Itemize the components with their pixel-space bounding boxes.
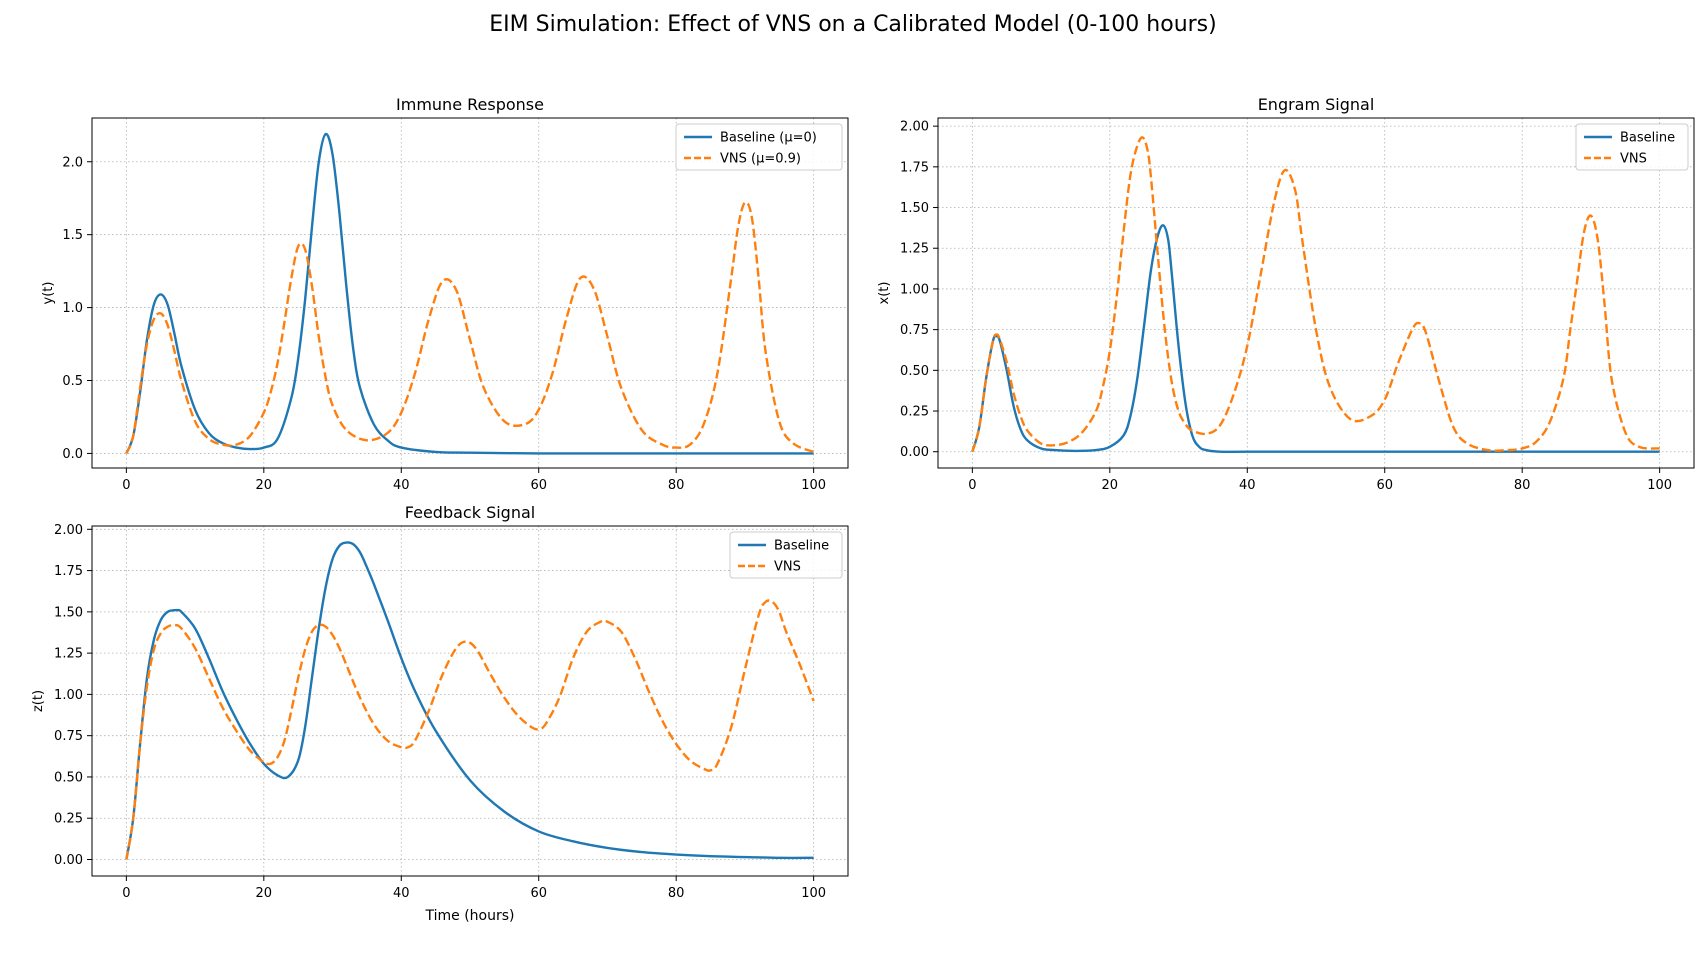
y-axis-label: y(t): [41, 282, 56, 305]
y-tick-label: 0.25: [900, 405, 929, 420]
figure-title: EIM Simulation: Effect of VNS on a Calib…: [489, 12, 1217, 37]
y-tick-label: 0.75: [900, 323, 929, 338]
legend-label: Baseline: [1620, 131, 1675, 146]
chart-immune: 0 20 40 60 80 100 0.0 0.5 1.0 1.5 2.0 Immune Respon…: [41, 95, 849, 493]
y-axis-label: x(t): [877, 282, 892, 305]
x-tick-label: 60: [1376, 478, 1393, 493]
plot-frame: [91, 525, 849, 877]
y-tick-label: 1.50: [900, 201, 929, 216]
x-tick-label: 80: [668, 478, 685, 493]
legend: Baseline VNS: [729, 531, 843, 579]
y-tick-label: 2.0: [62, 155, 83, 170]
series-line-baseline: [971, 224, 1660, 454]
plot-frame: [937, 117, 1695, 469]
x-axis-label: Time (hours): [425, 908, 515, 924]
chart-title: Feedback Signal: [405, 503, 535, 522]
chart-title: Immune Response: [396, 95, 544, 114]
chart-title: Engram Signal: [1258, 95, 1375, 114]
legend: Baseline VNS: [1575, 123, 1689, 171]
x-tick-label: 40: [393, 478, 410, 493]
x-tick-label: 20: [256, 478, 273, 493]
y-tick-label: 1.75: [900, 160, 929, 175]
chart-engram: 0 20 40 60 80 100 0.00 0.25 0.50 0.75 1.00 1.25 1.50…: [877, 95, 1695, 493]
y-tick-label: 2.00: [900, 120, 929, 135]
series-line-baseline: [125, 132, 814, 455]
x-tick-label: 100: [801, 886, 826, 901]
legend-box: [675, 123, 843, 171]
series-line-vns: [125, 599, 815, 860]
legend-label: Baseline: [774, 539, 829, 554]
x-tick-label: 40: [1239, 478, 1256, 493]
y-tick-label: 1.0: [62, 301, 83, 316]
y-tick-label: 1.50: [54, 605, 83, 620]
legend-label: VNS: [1620, 152, 1647, 167]
y-tick-label: 0.50: [900, 364, 929, 379]
y-tick-label: 1.75: [54, 564, 83, 579]
x-tick-label: 100: [801, 478, 826, 493]
y-tick-label: 1.5: [62, 228, 83, 243]
y-tick-label: 0.00: [900, 445, 929, 460]
x-tick-label: 40: [393, 886, 410, 901]
y-tick-label: 1.25: [900, 242, 929, 257]
legend-label: Baseline (μ=0): [720, 131, 817, 146]
series-line-vns: [971, 136, 1660, 453]
y-tick-label: 0.25: [54, 812, 83, 827]
series-line-baseline: [125, 541, 814, 860]
series-line-vns: [125, 201, 815, 454]
y-tick-label: 0.50: [54, 770, 83, 785]
y-tick-label: 2.00: [54, 523, 83, 538]
x-tick-label: 0: [122, 478, 130, 493]
y-tick-label: 0.0: [62, 447, 83, 462]
legend-label: VNS (μ=0.9): [720, 152, 801, 167]
plot-frame: [91, 117, 849, 469]
y-tick-label: 0.00: [54, 853, 83, 868]
y-tick-label: 1.25: [54, 647, 83, 662]
x-tick-label: 80: [1514, 478, 1531, 493]
x-tick-label: 100: [1647, 478, 1672, 493]
chart-feedback: 0 20 40 60 80 100 0.00 0.25 0.50 0.75 1.00 1.25 1.50…: [31, 503, 849, 924]
x-tick-label: 0: [122, 886, 130, 901]
x-tick-label: 60: [530, 478, 547, 493]
y-axis-label: z(t): [31, 690, 46, 712]
legend-label: VNS: [774, 560, 801, 575]
x-tick-label: 20: [256, 886, 273, 901]
x-tick-label: 20: [1102, 478, 1119, 493]
x-tick-label: 60: [530, 886, 547, 901]
y-tick-label: 1.00: [54, 688, 83, 703]
y-tick-label: 1.00: [900, 282, 929, 297]
y-tick-label: 0.75: [54, 729, 83, 744]
y-tick-label: 0.5: [62, 374, 83, 389]
x-tick-label: 80: [668, 886, 685, 901]
x-tick-label: 0: [968, 478, 976, 493]
legend: Baseline (μ=0) VNS (μ=0.9): [675, 123, 843, 171]
